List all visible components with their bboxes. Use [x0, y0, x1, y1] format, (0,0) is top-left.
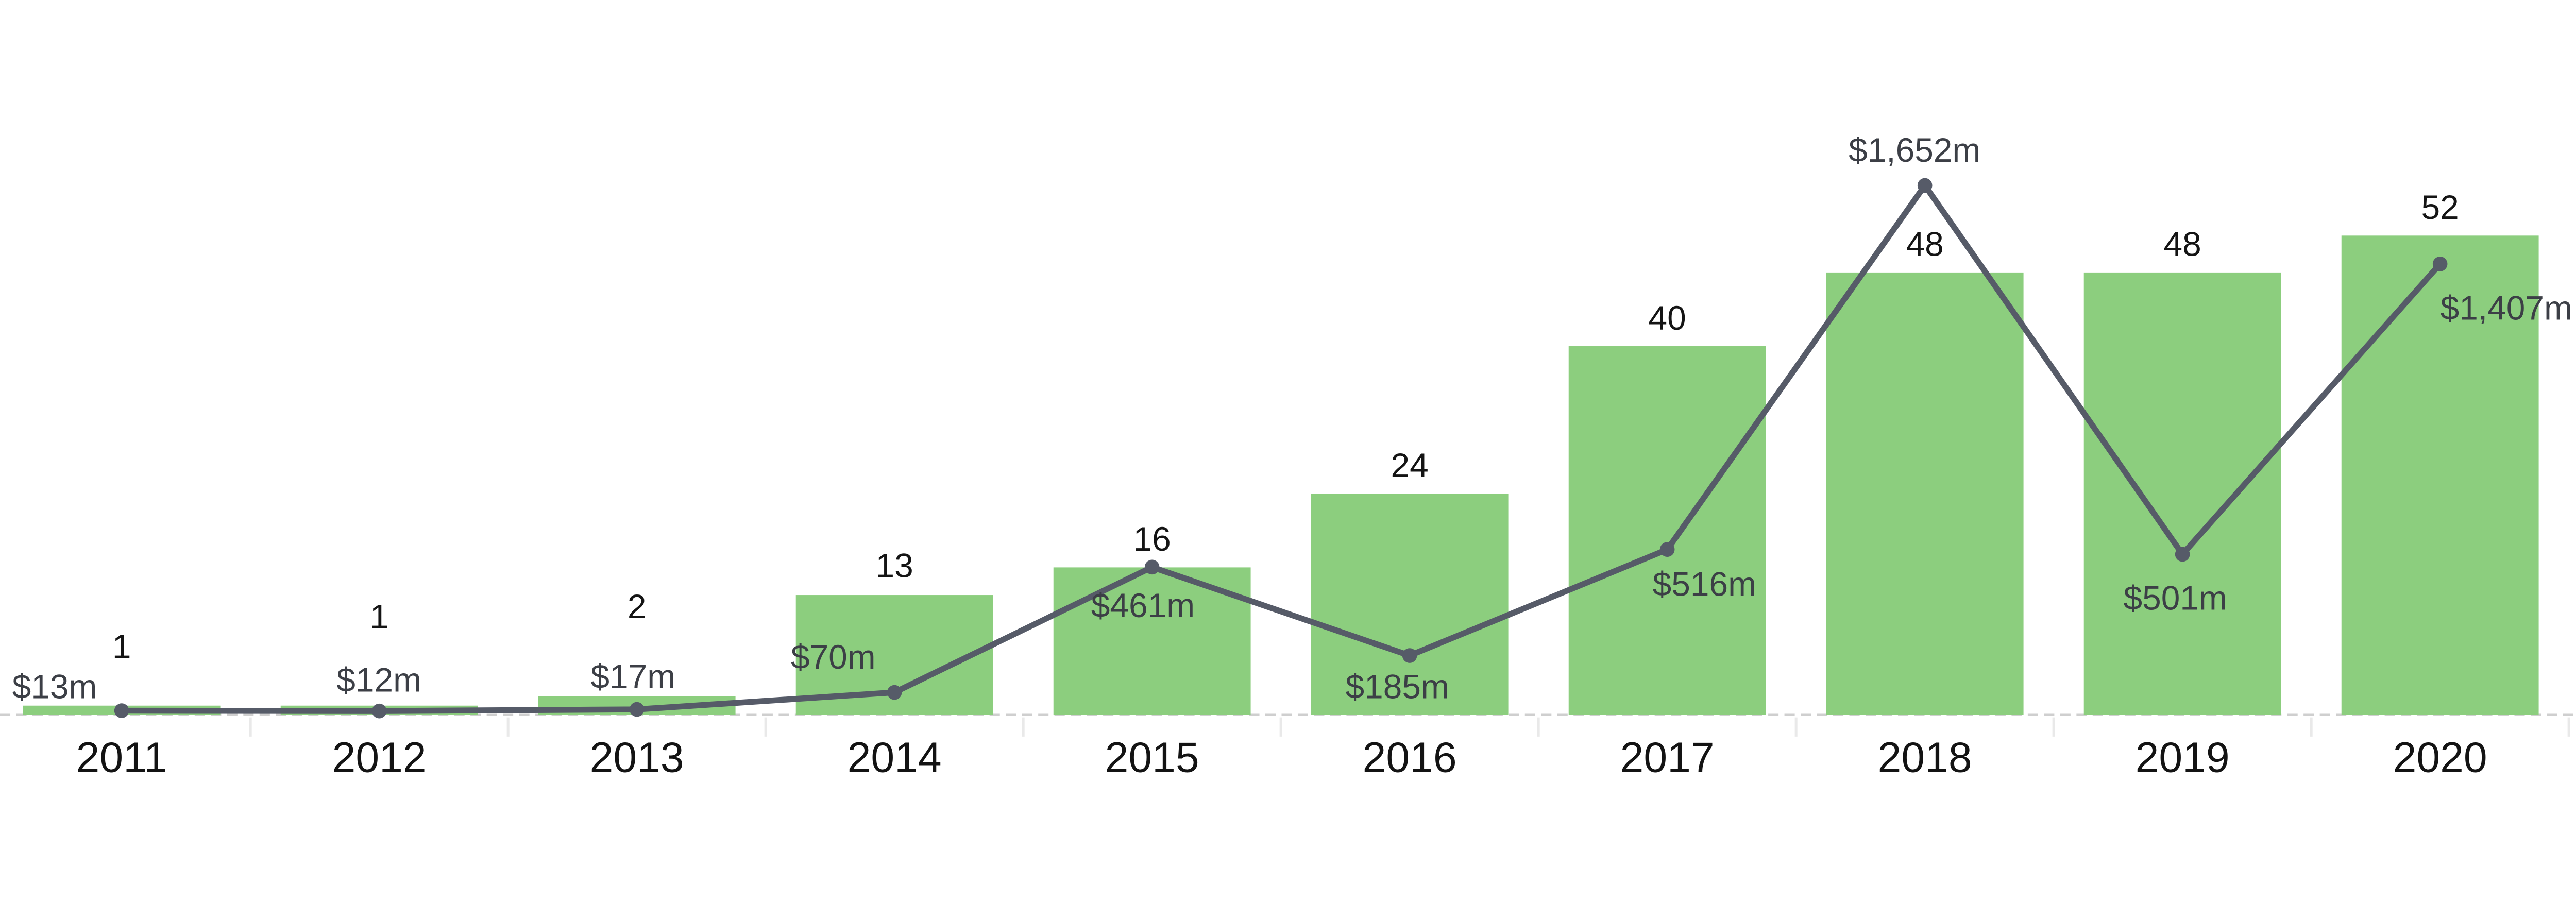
line-point-2019 [2175, 547, 2190, 562]
line-value-label-2011: $13m [12, 667, 97, 705]
line-value-label-2016: $185m [1346, 667, 1449, 705]
bar-value-label-2013: 2 [628, 587, 647, 625]
bar-2019 [2083, 272, 2281, 715]
line-value-label-2012: $12m [336, 661, 421, 699]
x-axis-label-2011: 2011 [76, 735, 167, 781]
line-point-2015 [1144, 559, 1160, 575]
x-axis-label-2016: 2016 [1363, 735, 1457, 781]
line-point-2011 [114, 703, 129, 718]
bar-value-label-2011: 1 [112, 627, 131, 665]
line-point-2014 [887, 685, 902, 700]
line-point-2013 [629, 702, 645, 717]
bar-value-label-2016: 24 [1391, 446, 1429, 484]
x-axis-label-2020: 2020 [2393, 735, 2487, 781]
bar-value-label-2019: 48 [2164, 225, 2201, 263]
line-value-label-2015: $461m [1091, 586, 1195, 624]
x-axis-label-2012: 2012 [332, 735, 427, 781]
line-point-2012 [371, 703, 387, 719]
line-point-2017 [1659, 542, 1675, 557]
bar-2020 [2341, 235, 2539, 715]
x-axis-label-2019: 2019 [2136, 735, 2230, 781]
bar-value-label-2018: 48 [1906, 225, 1944, 263]
bar-value-label-2017: 40 [1649, 299, 1686, 337]
line-value-label-2013: $17m [590, 657, 675, 695]
bar-value-label-2015: 16 [1133, 520, 1171, 558]
value-line [118, 182, 2443, 714]
line-point-2016 [1402, 648, 1417, 663]
bar-2018 [1826, 272, 2024, 715]
x-axis-label-2017: 2017 [1620, 735, 1715, 781]
line-value-label-2017: $516m [1653, 565, 1756, 603]
bar-2016 [1311, 494, 1509, 715]
x-axis-label-2013: 2013 [590, 735, 684, 781]
line-value-label-2020: $1,407m [2441, 288, 2572, 327]
bar-value-label-2020: 52 [2421, 188, 2459, 226]
bar-2017 [1568, 346, 1766, 715]
bar-value-label-2012: 1 [370, 597, 389, 635]
line-value-label-2019: $501m [2123, 579, 2227, 617]
line-point-2018 [1917, 178, 1933, 193]
line-value-label-2018: $1,652m [1849, 131, 1980, 169]
x-axis-label-2014: 2014 [848, 735, 942, 781]
x-axis-label-2018: 2018 [1878, 735, 1972, 781]
line-value-label-2014: $70m [791, 638, 876, 676]
x-axis-label-2015: 2015 [1105, 735, 1199, 781]
bar-value-label-2014: 13 [876, 547, 913, 585]
line-point-2020 [2432, 257, 2448, 271]
